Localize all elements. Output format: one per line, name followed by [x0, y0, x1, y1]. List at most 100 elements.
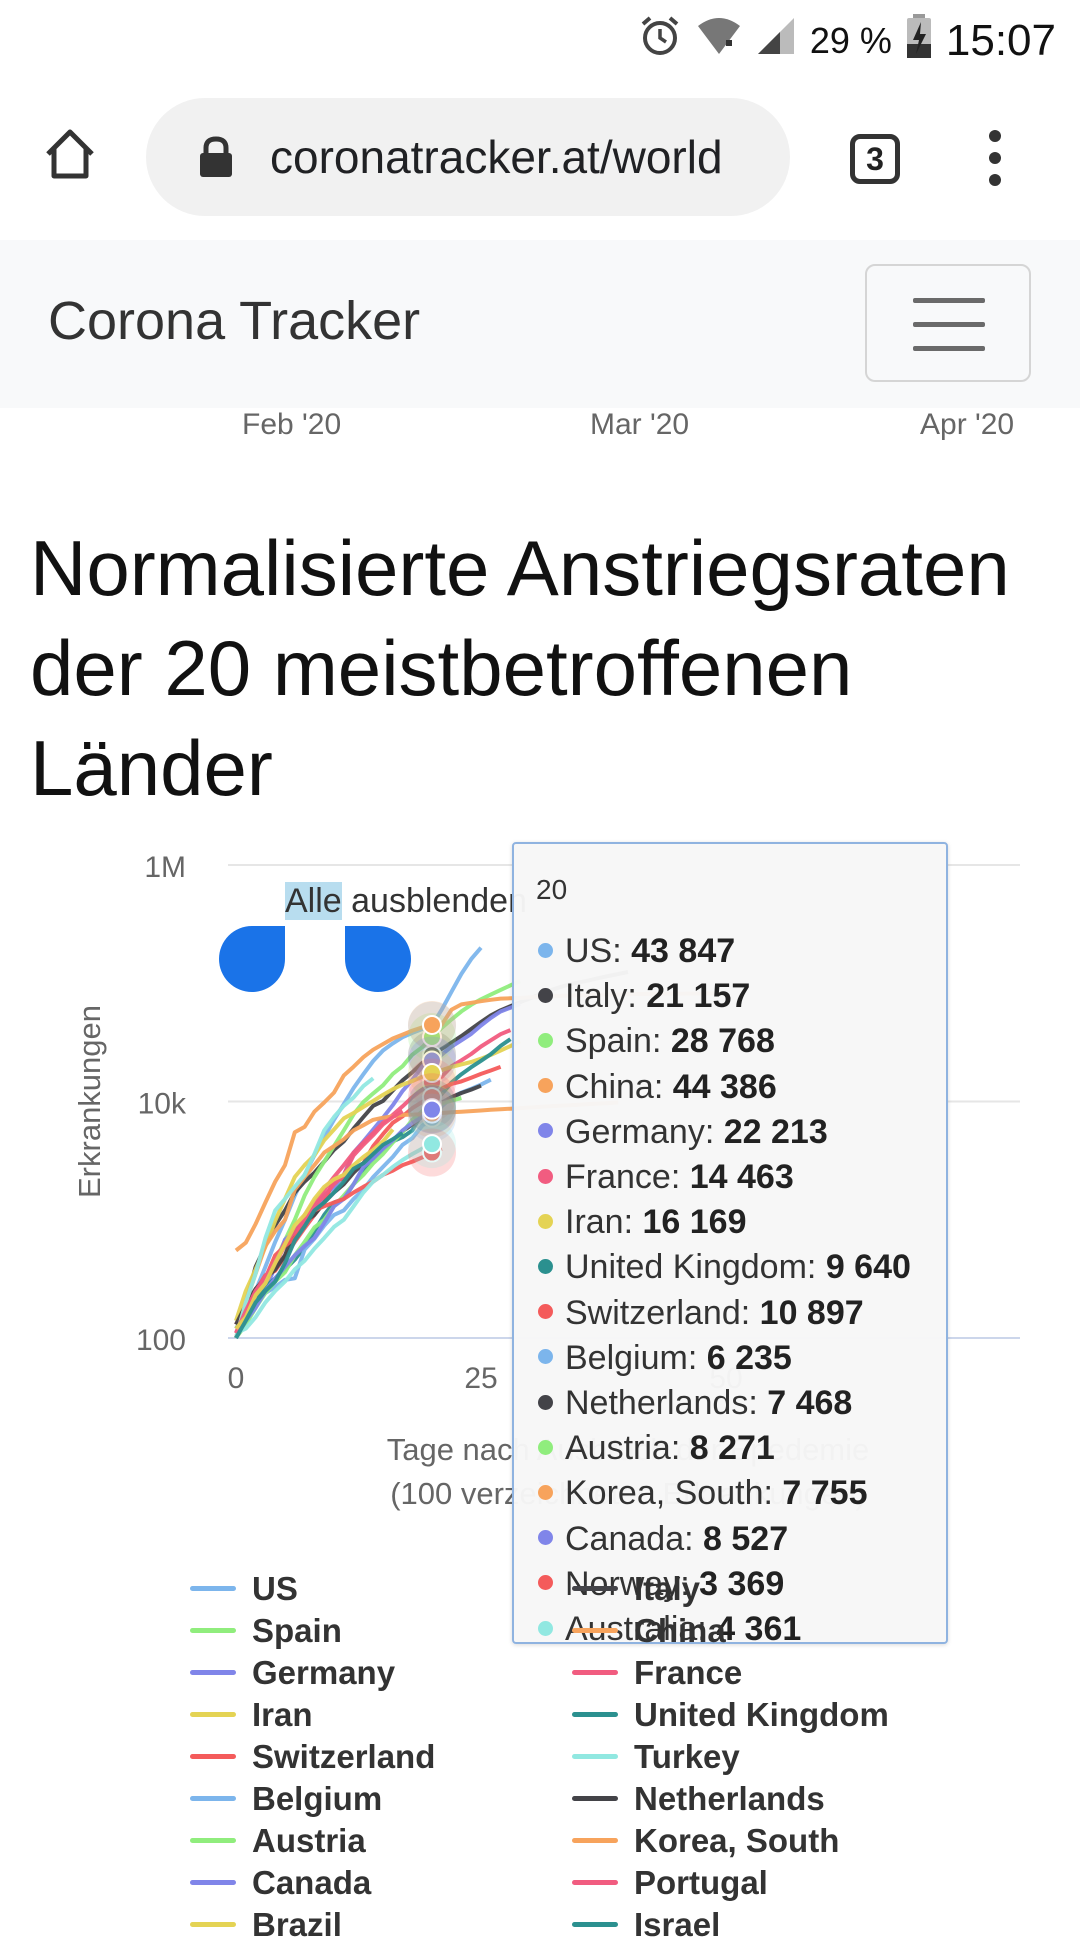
- tooltip-country: Netherlands: [565, 1384, 749, 1422]
- tooltip-row: Norway: 3 369: [538, 1565, 784, 1604]
- tooltip-country: US: [565, 932, 613, 970]
- series-dot-icon: [538, 1168, 553, 1184]
- series-dot-icon: [538, 1078, 553, 1094]
- tooltip-row: Switzerland: 10 897: [538, 1294, 864, 1333]
- y-tick-label: 1M: [144, 851, 186, 884]
- x-tick-label: 25: [464, 1362, 497, 1395]
- tooltip-value: 9 640: [825, 1248, 911, 1287]
- tooltip-value: 43 847: [631, 932, 736, 970]
- wifi-icon: [696, 16, 742, 66]
- series-dot-icon: [538, 987, 553, 1003]
- legend-item-turkey[interactable]: Turkey: [572, 1738, 740, 1778]
- hamburger-icon: [913, 298, 985, 303]
- tab-switcher-button[interactable]: 3: [850, 134, 900, 184]
- chart-legend: US Spain Germany Iran Switzerland Belgium Aust…: [0, 1560, 1080, 1943]
- hover-marker: [422, 1014, 442, 1035]
- legend-label: Korea, South: [634, 1822, 840, 1859]
- browser-toolbar: coronatracker.at/world 3: [0, 78, 1080, 242]
- legend-label: Portugal: [634, 1864, 768, 1901]
- legend-item-switzerland[interactable]: Switzerland: [190, 1738, 435, 1778]
- legend-swatch: [190, 1837, 236, 1843]
- legend-swatch: [572, 1879, 618, 1885]
- y-axis-label: Erkrankungen: [72, 1005, 107, 1198]
- tooltip-country: Italy: [565, 977, 628, 1016]
- legend-swatch: [572, 1837, 618, 1843]
- legend-item-korea-south[interactable]: Korea, South: [572, 1822, 839, 1862]
- home-icon: [46, 129, 94, 179]
- lock-icon: [198, 136, 234, 178]
- legend-swatch: [190, 1921, 236, 1927]
- y-tick-label: 10k: [138, 1088, 187, 1121]
- legend-label: Turkey: [634, 1738, 740, 1775]
- legend-item-austria[interactable]: Austria: [190, 1822, 366, 1862]
- tooltip-country: Belgium: [565, 1338, 688, 1377]
- legend-item-united-kingdom[interactable]: United Kingdom: [572, 1696, 889, 1736]
- tooltip-value: 7 468: [767, 1384, 853, 1422]
- legend-item-netherlands[interactable]: Netherlands: [572, 1780, 825, 1820]
- legend-label: Switzerland: [252, 1738, 436, 1775]
- legend-item-spain[interactable]: Spain: [190, 1612, 342, 1652]
- tooltip-value: 4 361: [716, 1610, 802, 1648]
- legend-item-china[interactable]: China: [572, 1612, 726, 1652]
- series-line-turkey: [234, 1076, 375, 1339]
- hide-all-button[interactable]: Alle ausblenden: [285, 882, 527, 921]
- series-dot-icon: [538, 1304, 553, 1320]
- tooltip-country: Norway: [565, 1564, 681, 1603]
- nav-toggle-button[interactable]: [865, 264, 1031, 382]
- tooltip-value: 8 271: [689, 1429, 775, 1468]
- legend-swatch: [572, 1795, 618, 1801]
- axis-tick: Mar '20: [590, 408, 690, 441]
- legend-item-canada[interactable]: Canada: [190, 1864, 371, 1904]
- tooltip-country: Iran: [565, 1203, 624, 1242]
- series-dot-icon: [538, 1484, 553, 1500]
- tooltip-row: Belgium: 6 235: [538, 1339, 792, 1378]
- legend-item-iran[interactable]: Iran: [190, 1696, 313, 1736]
- selection-handle-left[interactable]: [219, 926, 285, 992]
- site-navbar: Corona Tracker: [0, 240, 1080, 408]
- more-vert-icon: [989, 130, 1001, 186]
- legend-swatch: [190, 1879, 236, 1885]
- series-dot-icon: [538, 1530, 553, 1546]
- site-brand[interactable]: Corona Tracker: [48, 291, 421, 351]
- legend-item-germany[interactable]: Germany: [190, 1654, 395, 1694]
- series-line-israel: [234, 1131, 404, 1339]
- series-dot-icon: [538, 1394, 553, 1410]
- tooltip-country: Switzerland: [565, 1293, 741, 1332]
- legend-label: United Kingdom: [634, 1696, 889, 1733]
- hide-all-label: ausblenden: [341, 882, 527, 920]
- hover-marker: [422, 1063, 442, 1084]
- legend-label: Canada: [252, 1864, 372, 1901]
- selection-handle-right[interactable]: [345, 926, 411, 992]
- url-text[interactable]: coronatracker.at/world: [270, 131, 723, 183]
- tooltip-row: Spain: 28 768: [538, 1022, 775, 1061]
- legend-item-us[interactable]: US: [190, 1570, 298, 1610]
- tooltip-value: 6 235: [706, 1338, 792, 1377]
- tooltip-row: Iran: 16 169: [538, 1203, 747, 1242]
- legend-item-brazil[interactable]: Brazil: [190, 1906, 342, 1946]
- tooltip-value: 22 213: [723, 1112, 828, 1151]
- tooltip-country: Spain: [565, 1022, 652, 1061]
- tooltip-value: 28 768: [670, 1022, 775, 1061]
- overflow-menu-button[interactable]: [985, 126, 1005, 190]
- legend-item-france[interactable]: France: [572, 1654, 742, 1694]
- legend-label: Germany: [252, 1654, 396, 1691]
- status-bar: 29 % 15:07: [0, 0, 1080, 78]
- legend-swatch: [190, 1585, 236, 1591]
- legend-item-israel[interactable]: Israel: [572, 1906, 720, 1946]
- legend-swatch: [572, 1669, 618, 1675]
- legend-label: US: [252, 1570, 298, 1607]
- legend-item-portugal[interactable]: Portugal: [572, 1864, 768, 1904]
- home-button[interactable]: [40, 124, 100, 184]
- tooltip-row: US: 43 847: [538, 932, 735, 971]
- series-dot-icon: [538, 1349, 553, 1365]
- series-line-brazil: [234, 1128, 395, 1330]
- address-bar[interactable]: coronatracker.at/world: [146, 98, 790, 216]
- hover-marker: [422, 1099, 442, 1120]
- legend-swatch: [572, 1585, 618, 1591]
- legend-item-italy[interactable]: Italy: [572, 1570, 700, 1610]
- legend-label: Belgium: [252, 1780, 383, 1817]
- y-tick-label: 100: [136, 1324, 186, 1357]
- legend-label: Brazil: [252, 1906, 342, 1943]
- legend-label: Israel: [634, 1906, 721, 1943]
- legend-item-belgium[interactable]: Belgium: [190, 1780, 382, 1820]
